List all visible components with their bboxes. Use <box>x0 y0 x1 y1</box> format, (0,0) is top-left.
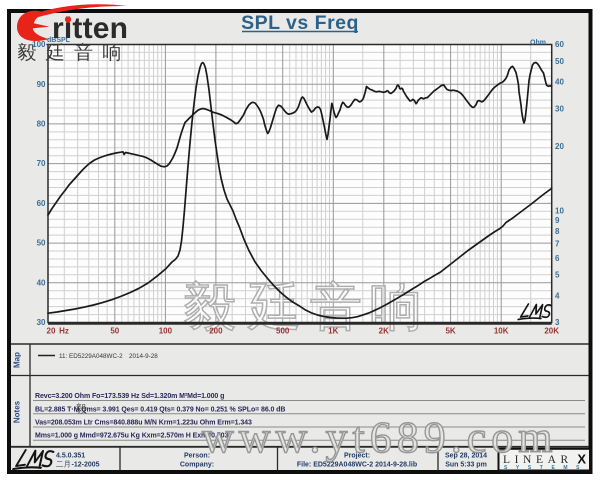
svg-text:100: 100 <box>159 327 173 336</box>
svg-text:500: 500 <box>276 327 290 336</box>
svg-text:50: 50 <box>555 57 564 66</box>
svg-text:11: ED5229A048WC-2: 11: ED5229A048WC-2 <box>59 353 123 360</box>
svg-text:4: 4 <box>555 291 560 300</box>
svg-text:10K: 10K <box>494 327 509 336</box>
svg-text:7: 7 <box>555 240 560 249</box>
svg-text:30: 30 <box>37 318 46 327</box>
svg-text:-12-2005: -12-2005 <box>72 462 100 469</box>
svg-text:X: X <box>577 452 586 467</box>
svg-text:2014-9-28: 2014-9-28 <box>129 353 158 360</box>
svg-text:30: 30 <box>555 104 564 113</box>
svg-text:3: 3 <box>555 318 560 327</box>
svg-text:Revc=3.200 Ohm Fo=173.539 Hz: Revc=3.200 Ohm Fo=173.539 Hz Sd=1.320m M… <box>35 393 224 400</box>
svg-text:100: 100 <box>32 40 46 49</box>
svg-text:4.5.0.351: 4.5.0.351 <box>56 453 85 460</box>
svg-text:Vas=208.053m Ltr Cms=840.888u: Vas=208.053m Ltr Cms=840.888u M/N Krm=1.… <box>35 420 252 427</box>
svg-text:20: 20 <box>555 142 564 151</box>
svg-text:Map: Map <box>13 352 22 368</box>
svg-text:LINEAR: LINEAR <box>503 454 573 466</box>
svg-text:5K: 5K <box>445 327 455 336</box>
svg-text:SYSTEMS: SYSTEMS <box>504 465 588 471</box>
svg-text:60: 60 <box>555 40 564 49</box>
svg-text:10: 10 <box>555 206 564 215</box>
svg-text:2K: 2K <box>379 327 389 336</box>
svg-text:File: ED5229A048WC-2 2014-9-: File: ED5229A048WC-2 2014-9-28.lib <box>297 462 417 469</box>
svg-text:Project:: Project: <box>344 453 370 460</box>
svg-text:Notes: Notes <box>13 400 22 423</box>
svg-text:50: 50 <box>37 239 46 248</box>
svg-text:80: 80 <box>37 120 46 129</box>
svg-text:20: 20 <box>47 327 56 336</box>
svg-text:8: 8 <box>555 227 560 236</box>
svg-text:40: 40 <box>555 78 564 87</box>
svg-text:60: 60 <box>37 199 46 208</box>
svg-text:50: 50 <box>110 327 119 336</box>
svg-text:Hz: Hz <box>59 327 69 336</box>
svg-text:Sep 28, 2014: Sep 28, 2014 <box>445 453 487 460</box>
svg-text:Ohm: Ohm <box>530 40 546 47</box>
svg-text:ritten: ritten <box>52 12 128 45</box>
svg-text:200: 200 <box>209 327 223 336</box>
svg-text:Mms=1.000 g Mmd=972.675u Kg: Mms=1.000 g Mmd=972.675u Kg Kxm=2.570m H… <box>35 433 228 440</box>
svg-text:BL=2.885 T·M Qms= 3.991 Qes=: BL=2.885 T·M Qms= 3.991 Qes= 0.419 Qts= … <box>35 407 285 414</box>
svg-text:40: 40 <box>37 278 46 287</box>
svg-text:Person:: Person: <box>184 453 210 460</box>
svg-text:Sun 5:33 pm: Sun 5:33 pm <box>445 462 487 469</box>
svg-text:1K: 1K <box>328 327 338 336</box>
svg-text:SPL vs Freq: SPL vs Freq <box>241 12 359 34</box>
svg-text:20K: 20K <box>544 327 559 336</box>
svg-text:70: 70 <box>37 159 46 168</box>
svg-text:9: 9 <box>555 216 560 225</box>
svg-text:dBSPL: dBSPL <box>47 37 71 44</box>
svg-text:90: 90 <box>37 80 46 89</box>
svg-text:6: 6 <box>555 254 560 263</box>
svg-text:www.yt689.com: www.yt689.com <box>202 413 557 462</box>
svg-text:Company:: Company: <box>180 462 214 469</box>
svg-text:5: 5 <box>555 271 560 280</box>
